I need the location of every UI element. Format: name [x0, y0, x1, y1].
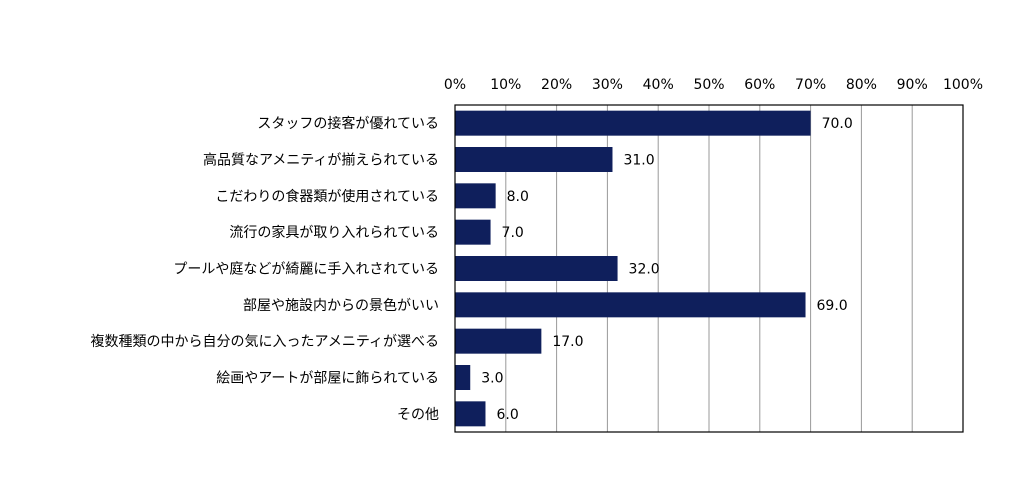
- x-tick-label: 10%: [490, 77, 521, 93]
- x-tick-label: 60%: [744, 77, 775, 93]
- bar: [455, 365, 471, 390]
- category-label: プールや庭などが綺麗に手入れされている: [173, 261, 439, 278]
- bar: [455, 256, 618, 281]
- bars: [455, 110, 811, 427]
- x-tick-label: 0%: [444, 77, 466, 93]
- data-label: 31.0: [623, 153, 654, 169]
- x-tick-label: 30%: [592, 77, 623, 93]
- category-labels: スタッフの接客が優れている高品質なアメニティが揃えられているこだわりの食器類が使…: [91, 115, 439, 423]
- x-tick-label: 40%: [643, 77, 674, 93]
- x-tick-label: 90%: [897, 77, 928, 93]
- x-tick-label: 50%: [693, 77, 724, 93]
- category-label: 高品質なアメニティが揃えられている: [203, 152, 439, 169]
- bar: [455, 219, 491, 245]
- data-labels: 70.0 31.0 8.0 7.0 32.0 69.0 17.0 3.0 6.0: [481, 116, 853, 423]
- x-tick-label: 70%: [795, 77, 826, 93]
- data-label: 7.0: [502, 225, 524, 241]
- bar: [455, 183, 496, 209]
- x-tick-label: 100%: [943, 77, 983, 93]
- plot-area-frame: [454, 104, 964, 433]
- x-tick-label: 80%: [846, 77, 877, 93]
- category-label: スタッフの接客が優れている: [257, 115, 439, 132]
- data-label: 3.0: [481, 371, 503, 387]
- bar: [455, 328, 542, 354]
- x-axis-tick-labels: 0% 10% 20% 30% 40% 50% 60% 70% 80% 90% 100%: [444, 77, 983, 93]
- category-label: 複数種類の中から自分の気に入ったアメニティが選べる: [91, 333, 439, 350]
- bar: [455, 292, 806, 318]
- data-label: 32.0: [629, 262, 660, 278]
- bar: [455, 147, 613, 172]
- category-label: その他: [397, 407, 439, 423]
- category-label: 絵画やアートが部屋に飾られている: [216, 371, 439, 387]
- data-label: 69.0: [817, 298, 848, 314]
- data-label: 8.0: [507, 189, 529, 205]
- category-label: 部屋や施設内からの景色がいい: [243, 297, 439, 314]
- data-label: 6.0: [496, 407, 518, 423]
- data-label: 70.0: [822, 116, 853, 132]
- bar: [455, 110, 811, 136]
- x-tick-label: 20%: [541, 77, 572, 93]
- category-label: 流行の家具が取り入れられている: [229, 224, 439, 241]
- bar: [455, 401, 486, 427]
- data-label: 17.0: [552, 334, 583, 350]
- category-label: こだわりの食器類が使用されている: [215, 188, 439, 205]
